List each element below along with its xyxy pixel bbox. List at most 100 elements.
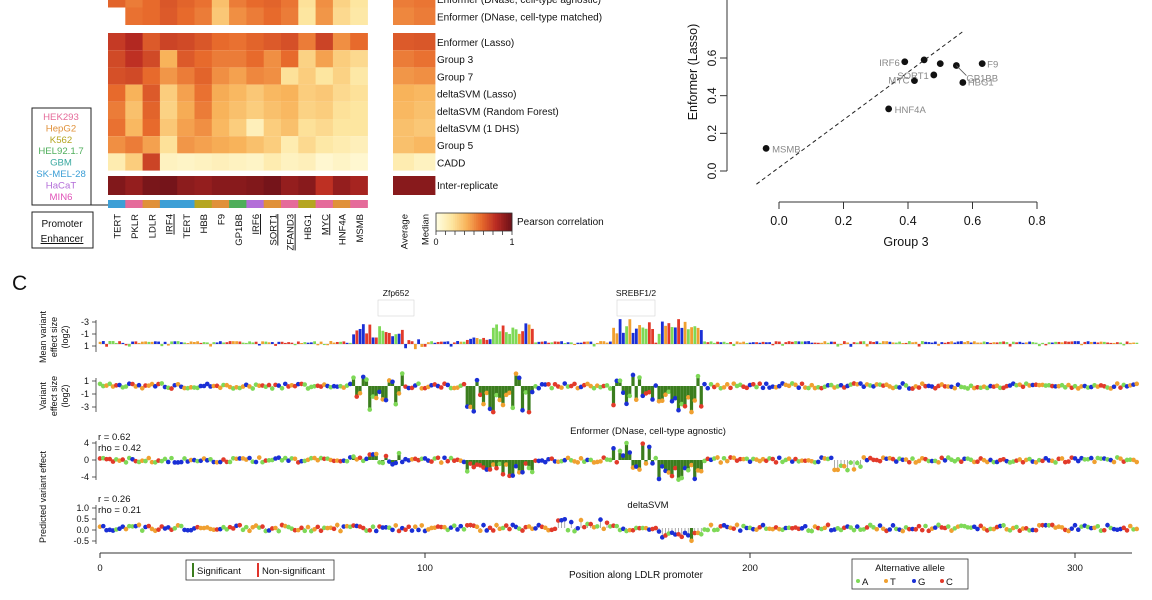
logo-letter [943,342,947,344]
track4-point [1095,523,1101,529]
x-tick-label: 0.2 [835,214,852,228]
track4-point [237,522,243,528]
allele-legend-swatch [912,579,916,583]
heatmap-summary-cell [393,33,415,51]
logo-letter [114,342,118,344]
heatmap-cell [332,67,351,85]
logo-letter [218,341,222,344]
track3-point [702,458,707,464]
logo-letter [865,344,869,347]
track4-point [500,525,506,531]
track3-point [851,467,857,472]
track3-point [383,453,389,459]
track2-point [396,391,402,396]
track3-bar [501,460,505,475]
track4-point [455,527,460,532]
scatter-point [901,58,909,66]
column-label: HNF4A [338,213,349,245]
logo-letter [459,341,463,344]
column-label: F9 [216,214,227,225]
track3-point [396,450,402,456]
heatmap-cell [246,101,265,119]
track2-bar [507,386,512,393]
heatmap-summary-cell [414,119,436,137]
heatmap-cell [125,7,143,25]
logo-letter [371,337,375,344]
track3-point [393,460,399,466]
logo-letter [839,344,843,346]
track2-bar [488,386,492,409]
row-label: Inter-replicate [437,181,499,192]
track4-point [581,524,587,530]
track3-point [292,456,298,462]
allele-legend-label: C [946,577,953,588]
column-label: LDLR [147,214,158,238]
track3-bar [481,460,486,468]
track2-point [1053,384,1058,389]
logo-letter [517,333,521,344]
track2-point [438,385,444,390]
y-tick-label: 0.6 [705,49,719,66]
heatmap-cell [298,0,316,8]
track4-point [975,526,980,532]
track4-point [224,527,230,532]
column-label: HBB [199,214,210,234]
logo-letter [1119,342,1122,344]
logo-letter [420,344,424,347]
track2-bar [368,386,372,410]
track3-point [988,457,993,463]
track4-point [172,526,178,531]
heatmap-cell [142,176,161,195]
logo-letter [1086,341,1090,344]
heatmap-cell [125,67,143,85]
logo-letter [855,342,859,344]
track1-tick-label: 1 [84,341,89,351]
track3-point [789,459,795,464]
logo-letter [787,341,791,344]
track3-point [858,464,863,469]
track3-point [929,458,935,464]
cell-type-label: SK-MEL-28 [36,169,86,180]
track4-point [331,526,337,532]
track2-point [143,383,148,388]
track4-point [1036,522,1042,528]
logo-letter [267,342,271,344]
track3-bar [689,460,694,466]
logo-letter [953,342,957,344]
track4-point [247,528,252,534]
track2-point [728,385,733,391]
track2-point [1072,383,1078,389]
heatmap-cell [298,50,316,68]
heatmap-summary-cell [393,0,415,8]
track4-point [373,528,379,534]
logo-letter [690,327,693,344]
track3-point [198,458,204,464]
track2-bar [628,386,632,396]
track4-r: r = 0.26 [98,494,130,505]
logo-letter [696,327,700,344]
logo-letter [634,328,638,344]
track2-bar [511,386,515,408]
track2-bar [611,386,616,406]
track3-bar [641,443,645,460]
track2-point [672,395,678,401]
track2-point [357,390,363,396]
cell-type-label: HEK293 [43,112,79,123]
heatmap-cell [315,101,334,119]
track4-point [1124,528,1130,533]
heatmap-cell [350,7,368,25]
logo-letter [985,342,989,344]
heatmap-cell [108,33,126,51]
track2-bar [481,386,486,405]
column-label: ZFAND3 [286,214,297,250]
logo-letter [303,342,307,344]
colorbar-segment [500,213,503,231]
track2-point [689,409,694,415]
track4-point [396,528,402,534]
logo-letter [1015,342,1018,344]
logo-letter [1115,342,1119,344]
track2-point [1114,381,1120,386]
heatmap-cell [125,176,143,195]
track4-point [240,527,246,533]
logo-letter [810,342,814,344]
